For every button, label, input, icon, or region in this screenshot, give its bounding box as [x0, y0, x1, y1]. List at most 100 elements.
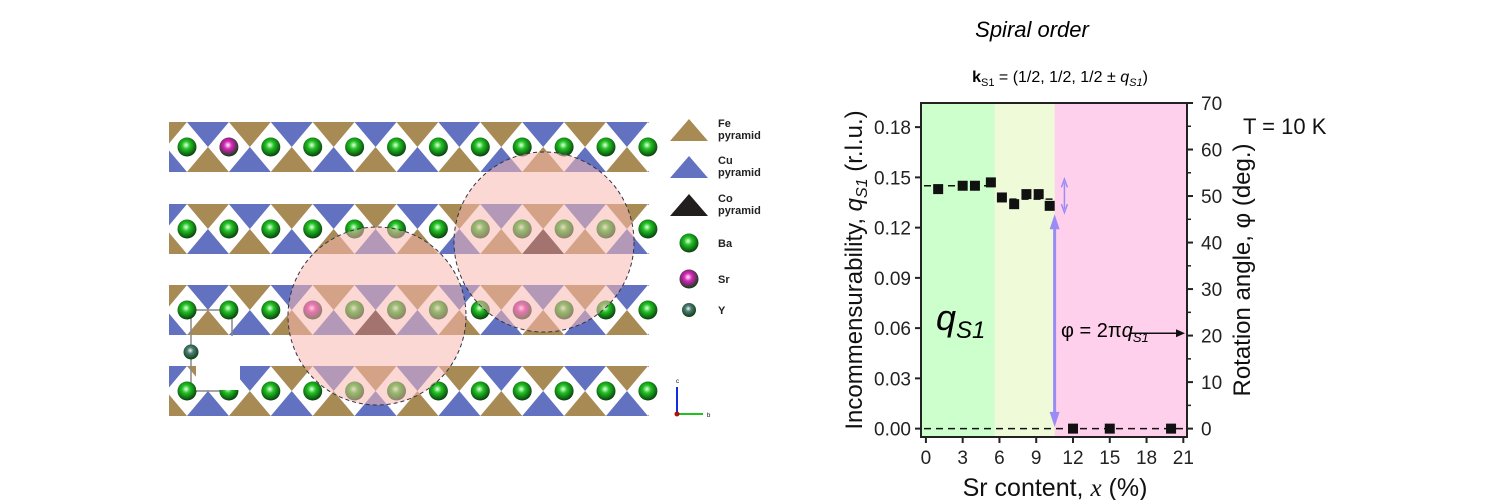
fe-pyramid — [605, 366, 648, 391]
ba-atom — [554, 137, 574, 157]
phase-region — [921, 103, 995, 437]
legend-label: Ba — [718, 238, 733, 250]
fe-pyramid — [605, 310, 648, 335]
cu-pyramid — [647, 204, 649, 206]
phase-region — [994, 103, 1055, 437]
ba-atom — [596, 381, 616, 401]
fe-pyramid — [647, 122, 649, 124]
ba-atom — [219, 219, 239, 239]
wavevector-subtitle: kS1 = (1/2, 1/2, 1/2 ± qS1) — [972, 69, 1148, 89]
data-point — [1021, 189, 1032, 200]
fe-pyramid — [312, 391, 355, 416]
fe-pyramid — [270, 366, 313, 391]
fe-pyramid — [312, 122, 355, 147]
ba-atom — [512, 137, 532, 157]
fe-pyramid — [396, 122, 439, 147]
y2-tick-label: 0 — [1201, 420, 1212, 441]
y-tick-label: 0.18 — [874, 118, 911, 139]
cu-pyramid — [228, 204, 271, 229]
sr-atom — [219, 137, 239, 157]
y2-tick-label: 10 — [1201, 373, 1222, 394]
fe-pyramid — [647, 285, 649, 287]
fe-pyramid — [647, 252, 649, 254]
x-axis-label: Sr content, x (%) — [963, 474, 1148, 500]
crystal-structure-diagram — [169, 122, 658, 416]
temperature-label: T = 10 K — [1243, 114, 1327, 139]
legend-label-line1: Cu — [718, 155, 733, 167]
ba-atom — [219, 300, 239, 320]
y2-tick-label: 60 — [1201, 141, 1222, 162]
co-cluster-region — [287, 226, 467, 406]
legend-label-line1: Ba — [718, 238, 733, 250]
cu-pyramid — [605, 391, 648, 416]
axis-pointer-head — [1176, 329, 1185, 338]
legend-y-icon — [682, 303, 696, 317]
y-tick-label: 0.09 — [874, 269, 911, 290]
ba-atom — [638, 381, 658, 401]
cu-pyramid — [186, 229, 229, 254]
arrows — [1049, 176, 1185, 427]
legend-label-line2: pyramid — [718, 205, 761, 217]
fe-pyramid — [270, 204, 313, 229]
cu-pyramid — [564, 366, 607, 391]
ba-atom — [638, 137, 658, 157]
ba-atom — [261, 300, 281, 320]
ba-atom — [345, 137, 365, 157]
cu-pyramid — [186, 122, 229, 147]
ba-atom — [638, 219, 658, 239]
y-tick-label: 0.03 — [874, 369, 911, 390]
cu-pyramid — [354, 122, 397, 147]
x-tick-label: 12 — [1062, 448, 1083, 469]
y-tick-label: 0.15 — [874, 168, 911, 189]
data-point — [933, 184, 944, 195]
cu-pyramid — [480, 310, 523, 335]
difference-arrow-heads — [1060, 176, 1069, 215]
fe-pyramid — [354, 147, 397, 172]
data-point — [969, 180, 980, 191]
data-point — [1104, 423, 1115, 434]
cu-pyramid — [312, 204, 355, 229]
data-point — [1044, 200, 1055, 211]
ba-atom — [596, 137, 616, 157]
plot-frame — [920, 102, 1188, 438]
co-cluster-region — [453, 151, 635, 333]
legend-ba-icon — [679, 233, 699, 253]
y-axis-label: Incommensurability, qS1 (r.l.u.) — [841, 110, 871, 429]
cu-pyramid — [396, 147, 439, 172]
y-tick-label: 0.06 — [874, 319, 911, 340]
x-tick-label: 0 — [921, 448, 932, 469]
data-point — [1068, 423, 1078, 434]
cu-pyramid — [228, 310, 271, 335]
fit-lines — [924, 184, 1187, 430]
fe-pyramid — [186, 310, 229, 335]
cu-pyramid — [270, 122, 313, 147]
ba-atom — [428, 137, 448, 157]
data-point — [1009, 199, 1020, 210]
cu-pyramid — [169, 150, 188, 172]
data-point — [1166, 423, 1177, 434]
legend-label-line1: Co — [718, 193, 733, 205]
y2-tick-label: 50 — [1201, 187, 1222, 208]
cu-pyramid — [647, 366, 649, 368]
legend-label-line2: pyramid — [718, 167, 761, 179]
legend-fe-icon — [670, 119, 708, 141]
cu-pyramid — [228, 147, 271, 172]
fe-pyramid — [169, 122, 188, 144]
cu-pyramid — [169, 313, 188, 335]
legend-label-line1: Fe — [718, 118, 731, 130]
ba-atom — [387, 137, 406, 157]
legend-label: Co pyramid — [718, 193, 761, 217]
cu-pyramid — [522, 122, 565, 147]
ba-atom — [428, 219, 448, 239]
ba-atom — [512, 381, 532, 401]
y-tick-label: 0.00 — [874, 420, 911, 441]
ba-atom — [261, 137, 281, 157]
y2-tick-label: 30 — [1201, 280, 1222, 301]
legend-label-line2: pyramid — [718, 130, 761, 142]
x-tick-label: 15 — [1099, 448, 1120, 469]
ba-atom — [303, 219, 323, 239]
legend-label: Sr — [718, 274, 730, 286]
cu-pyramid — [169, 366, 188, 388]
